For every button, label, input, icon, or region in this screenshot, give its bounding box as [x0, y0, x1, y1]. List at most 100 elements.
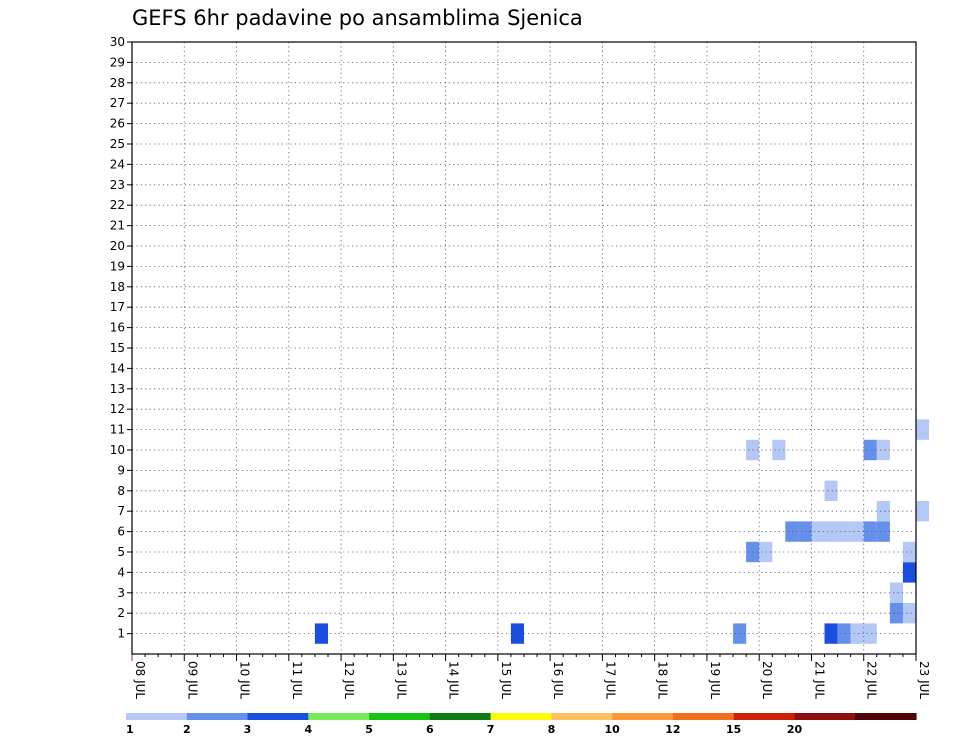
precip-cell [850, 623, 864, 644]
y-tick-label: 26 [110, 117, 125, 131]
legend-swatch [855, 713, 917, 720]
y-tick-label: 6 [117, 525, 125, 539]
legend-label: 10 [605, 723, 621, 736]
plot-frame [131, 41, 917, 655]
y-tick-label: 21 [110, 219, 125, 233]
precip-cell [837, 521, 851, 542]
y-tick-label: 16 [110, 321, 125, 335]
x-tick-label: 08 JUL [133, 661, 147, 699]
y-tick-label: 25 [110, 137, 125, 151]
y-tick-label: 2 [117, 606, 125, 620]
precip-cell [876, 439, 890, 461]
y-tick-label: 9 [117, 463, 125, 477]
x-tick-label: 10 JUL [238, 661, 252, 699]
x-tick-label: 11 JUL [290, 661, 304, 699]
y-tick-label: 23 [110, 178, 125, 192]
legend-label: 12 [665, 723, 680, 736]
legend-swatch [551, 713, 613, 720]
precip-cell [785, 521, 799, 542]
precip-cell [824, 521, 838, 542]
x-tick-label: 22 JUL [865, 661, 879, 699]
legend-swatch [247, 713, 309, 720]
legend-swatch [672, 713, 735, 720]
precip-cell [876, 521, 890, 542]
legend-swatch [429, 713, 492, 720]
y-tick-label: 20 [110, 239, 125, 253]
precip-cell [863, 521, 877, 542]
precip-cell [811, 521, 825, 542]
y-tick-label: 28 [110, 76, 125, 90]
grid-lines [132, 41, 916, 654]
x-tick-label: 12 JUL [342, 661, 356, 699]
x-tick-label: 16 JUL [551, 661, 565, 699]
legend-label: 15 [726, 723, 741, 736]
x-tick-label: 15 JUL [499, 661, 513, 699]
y-tick-label: 3 [117, 586, 125, 600]
precip-cell [916, 501, 930, 522]
y-tick-label: 13 [110, 382, 125, 396]
precip-cell [916, 419, 930, 440]
x-tick-label: 21 JUL [812, 661, 826, 699]
legend-label: 5 [365, 723, 373, 736]
y-axis: 1234567891011121314151617181920212223242… [110, 35, 132, 641]
legend-label: 2 [183, 723, 191, 736]
x-axis: 08 JUL 09 JUL 10 JUL 11 JUL 12 JUL 13 JUL 14 J… [131, 654, 931, 699]
y-tick-label: 5 [117, 545, 125, 559]
legend-label: 8 [548, 723, 556, 736]
x-tick-label: 14 JUL [447, 661, 461, 699]
legend-swatch [369, 713, 431, 720]
legend-swatch [612, 713, 674, 720]
precip-cell [889, 582, 903, 603]
legend-swatch [186, 713, 249, 720]
y-tick-label: 22 [110, 198, 125, 212]
y-tick-label: 4 [117, 565, 125, 579]
precip-cell [863, 439, 877, 461]
color-legend: 1 2 3 4 5 6 7 8 10 12 15 20 [126, 713, 917, 736]
precip-cell [902, 562, 916, 583]
y-tick-label: 19 [110, 259, 125, 273]
precip-cell [863, 623, 877, 644]
precip-cell [798, 521, 812, 542]
y-tick-label: 27 [110, 96, 125, 110]
y-tick-label: 7 [117, 504, 125, 518]
legend-label: 20 [787, 723, 803, 736]
legend-label: 1 [126, 723, 134, 736]
x-tick-label: 09 JUL [185, 661, 199, 699]
precip-cell [824, 623, 838, 644]
precip-cell [837, 623, 851, 644]
y-tick-label: 24 [110, 157, 125, 171]
x-tick-label: 20 JUL [760, 661, 774, 699]
y-tick-label: 11 [110, 423, 125, 437]
precip-cell [902, 541, 916, 563]
legend-label: 3 [244, 723, 252, 736]
y-tick-label: 30 [110, 35, 125, 49]
x-tick-label: 17 JUL [603, 661, 617, 699]
precip-cell [850, 521, 864, 542]
y-tick-label: 1 [117, 627, 125, 641]
y-tick-label: 14 [110, 361, 125, 375]
precip-cell [902, 603, 916, 624]
legend-swatch [794, 713, 856, 720]
x-tick-label: 19 JUL [708, 661, 722, 699]
legend-label: 6 [426, 723, 434, 736]
legend-label: 4 [304, 723, 312, 736]
legend-swatch [126, 713, 188, 720]
y-tick-label: 15 [110, 341, 125, 355]
chart-title: GEFS 6hr padavine po ansamblima Sjenica [132, 6, 583, 30]
precip-cell [824, 480, 838, 501]
precip-cell [876, 501, 890, 522]
legend-swatch [490, 713, 552, 720]
precip-cell [889, 603, 903, 624]
x-tick-label: 23 JUL [917, 661, 931, 699]
x-tick-label: 13 JUL [394, 661, 408, 699]
y-tick-label: 12 [110, 402, 125, 416]
y-tick-label: 10 [110, 443, 125, 457]
y-tick-label: 18 [110, 280, 125, 294]
legend-label: 7 [487, 723, 495, 736]
y-tick-label: 29 [110, 55, 125, 69]
legend-swatch [733, 713, 796, 720]
precip-cell [510, 623, 524, 644]
x-tick-label: 18 JUL [656, 661, 670, 699]
y-tick-label: 8 [117, 484, 125, 498]
